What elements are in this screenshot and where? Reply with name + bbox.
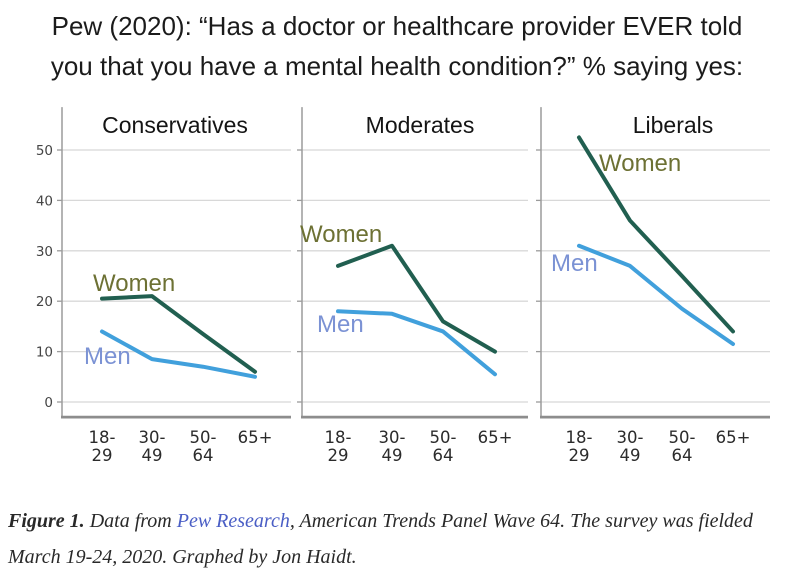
pew-research-link[interactable]: Pew Research [176, 510, 290, 532]
y-tick-label: 30 [36, 244, 53, 260]
panel-moderates: 18-29 30-49 50-64 65+ [297, 107, 528, 465]
x-tick-label: 50-64 [190, 428, 217, 465]
series-label-women-liberals: Women [599, 150, 682, 177]
y-tick-label: 40 [36, 193, 53, 209]
x-tick-label: 30-49 [379, 428, 406, 465]
page-title: Pew (2020): “Has a doctor or healthcare … [0, 6, 794, 86]
panel-title-liberals: Liberals [632, 112, 714, 138]
series-label-men-moderates: Men [317, 311, 364, 338]
line-conservatives-men [100, 329, 257, 379]
y-tick-label: 50 [36, 143, 53, 159]
panel-conservatives: 0 10 20 30 40 50 18-29 30-49 50-64 65+ [36, 107, 291, 465]
y-tick-label: 0 [44, 395, 53, 411]
x-tick-label: 65+ [238, 428, 273, 447]
line-liberals-men [577, 243, 735, 347]
y-tick-label: 20 [36, 294, 53, 310]
panel-liberals: 18-29 30-49 50-64 65+ [536, 107, 770, 465]
figure-caption: Figure 1. Data from Pew Research, Americ… [8, 503, 790, 575]
line-liberals-women [577, 135, 735, 334]
series-label-women-moderates: Women [300, 221, 383, 248]
x-tick-label: 65+ [716, 428, 751, 447]
line-moderates-men [336, 309, 497, 377]
figure-label: Figure 1. [8, 510, 85, 532]
page-title-line-2: you that you have a mental health condit… [50, 51, 744, 81]
x-tick-label: 30-49 [617, 428, 644, 465]
panel-title-moderates: Moderates [365, 112, 475, 138]
line-conservatives-women [100, 294, 257, 374]
x-tick-label: 18-29 [566, 428, 593, 465]
x-tick-label: 18-29 [89, 428, 116, 465]
panel-title-conservatives: Conservatives [102, 112, 248, 138]
caption-text-before-link: Data from [84, 510, 177, 532]
x-tick-label: 50-64 [430, 428, 457, 465]
y-tick-label: 10 [36, 345, 53, 361]
x-tick-label: 65+ [478, 428, 513, 447]
series-label-women-conservatives: Women [93, 270, 176, 297]
caption-text-after-link: , American Trends Panel Wave 64. The sur… [289, 510, 753, 532]
series-label-men-conservatives: Men [84, 343, 131, 370]
caption-text-line2: March 19-24, 2020. Graphed by Jon Haidt. [8, 546, 357, 568]
line-moderates-women [336, 243, 497, 354]
series-label-men-liberals: Men [551, 250, 598, 277]
x-tick-label: 30-49 [139, 428, 166, 465]
x-tick-label: 50-64 [669, 428, 696, 465]
page-title-line-1: Pew (2020): “Has a doctor or healthcare … [51, 11, 743, 41]
x-tick-label: 18-29 [325, 428, 352, 465]
